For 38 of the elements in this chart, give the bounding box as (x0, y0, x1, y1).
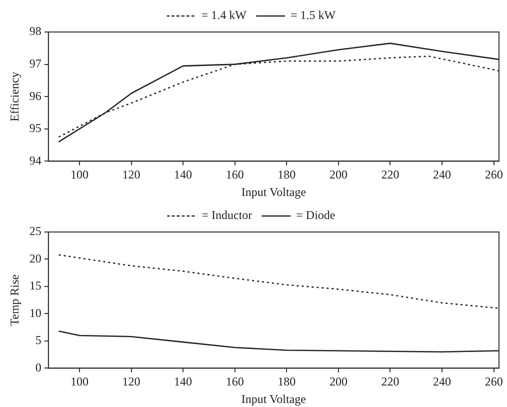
x-tick-label: 160 (226, 168, 244, 182)
x-tick-label: 260 (484, 374, 503, 389)
x-tick-label: 100 (70, 374, 88, 389)
y-tick-label: 15 (29, 278, 42, 293)
x-axis-title: Input Voltage (241, 184, 306, 199)
x-tick-label: 120 (122, 168, 140, 182)
y-tick-label: 95 (29, 121, 42, 136)
y-tick-label: 0 (35, 360, 42, 374)
x-tick-label: 220 (381, 168, 400, 182)
y-tick-label: 97 (29, 56, 42, 70)
legend-label: = 1.5 kW (290, 8, 336, 22)
y-tick-label: 10 (29, 306, 42, 320)
x-tick-label: 160 (226, 374, 244, 389)
x-tick-label: 200 (329, 374, 348, 389)
x-tick-label: 260 (484, 168, 503, 182)
x-axis-title: Input Voltage (241, 392, 306, 406)
x-tick-label: 180 (278, 374, 296, 389)
y-tick-label: 20 (29, 251, 42, 266)
x-tick-label: 120 (122, 374, 140, 389)
x-tick-label: 100 (70, 168, 88, 182)
y-axis-title: Temp Rise (7, 274, 22, 326)
x-tick-label: 140 (174, 374, 192, 389)
legend-label: = Diode (296, 208, 336, 222)
line-series (58, 254, 499, 309)
y-tick-label: 94 (29, 153, 42, 168)
x-tick-label: 240 (433, 374, 452, 389)
y-tick-label: 98 (29, 24, 42, 38)
x-tick-label: 140 (174, 168, 192, 182)
x-tick-label: 200 (329, 168, 348, 182)
x-tick-label: 220 (381, 374, 400, 389)
y-tick-label: 5 (35, 333, 42, 348)
y-tick-label: 25 (29, 224, 42, 238)
legend-label: = Inductor (202, 208, 252, 222)
x-tick-label: 180 (278, 168, 296, 182)
y-axis-title: Efficiency (7, 72, 22, 122)
legend-label: = 1.4 kW (201, 8, 248, 22)
y-tick-label: 96 (29, 88, 42, 103)
x-tick-label: 240 (433, 168, 452, 182)
